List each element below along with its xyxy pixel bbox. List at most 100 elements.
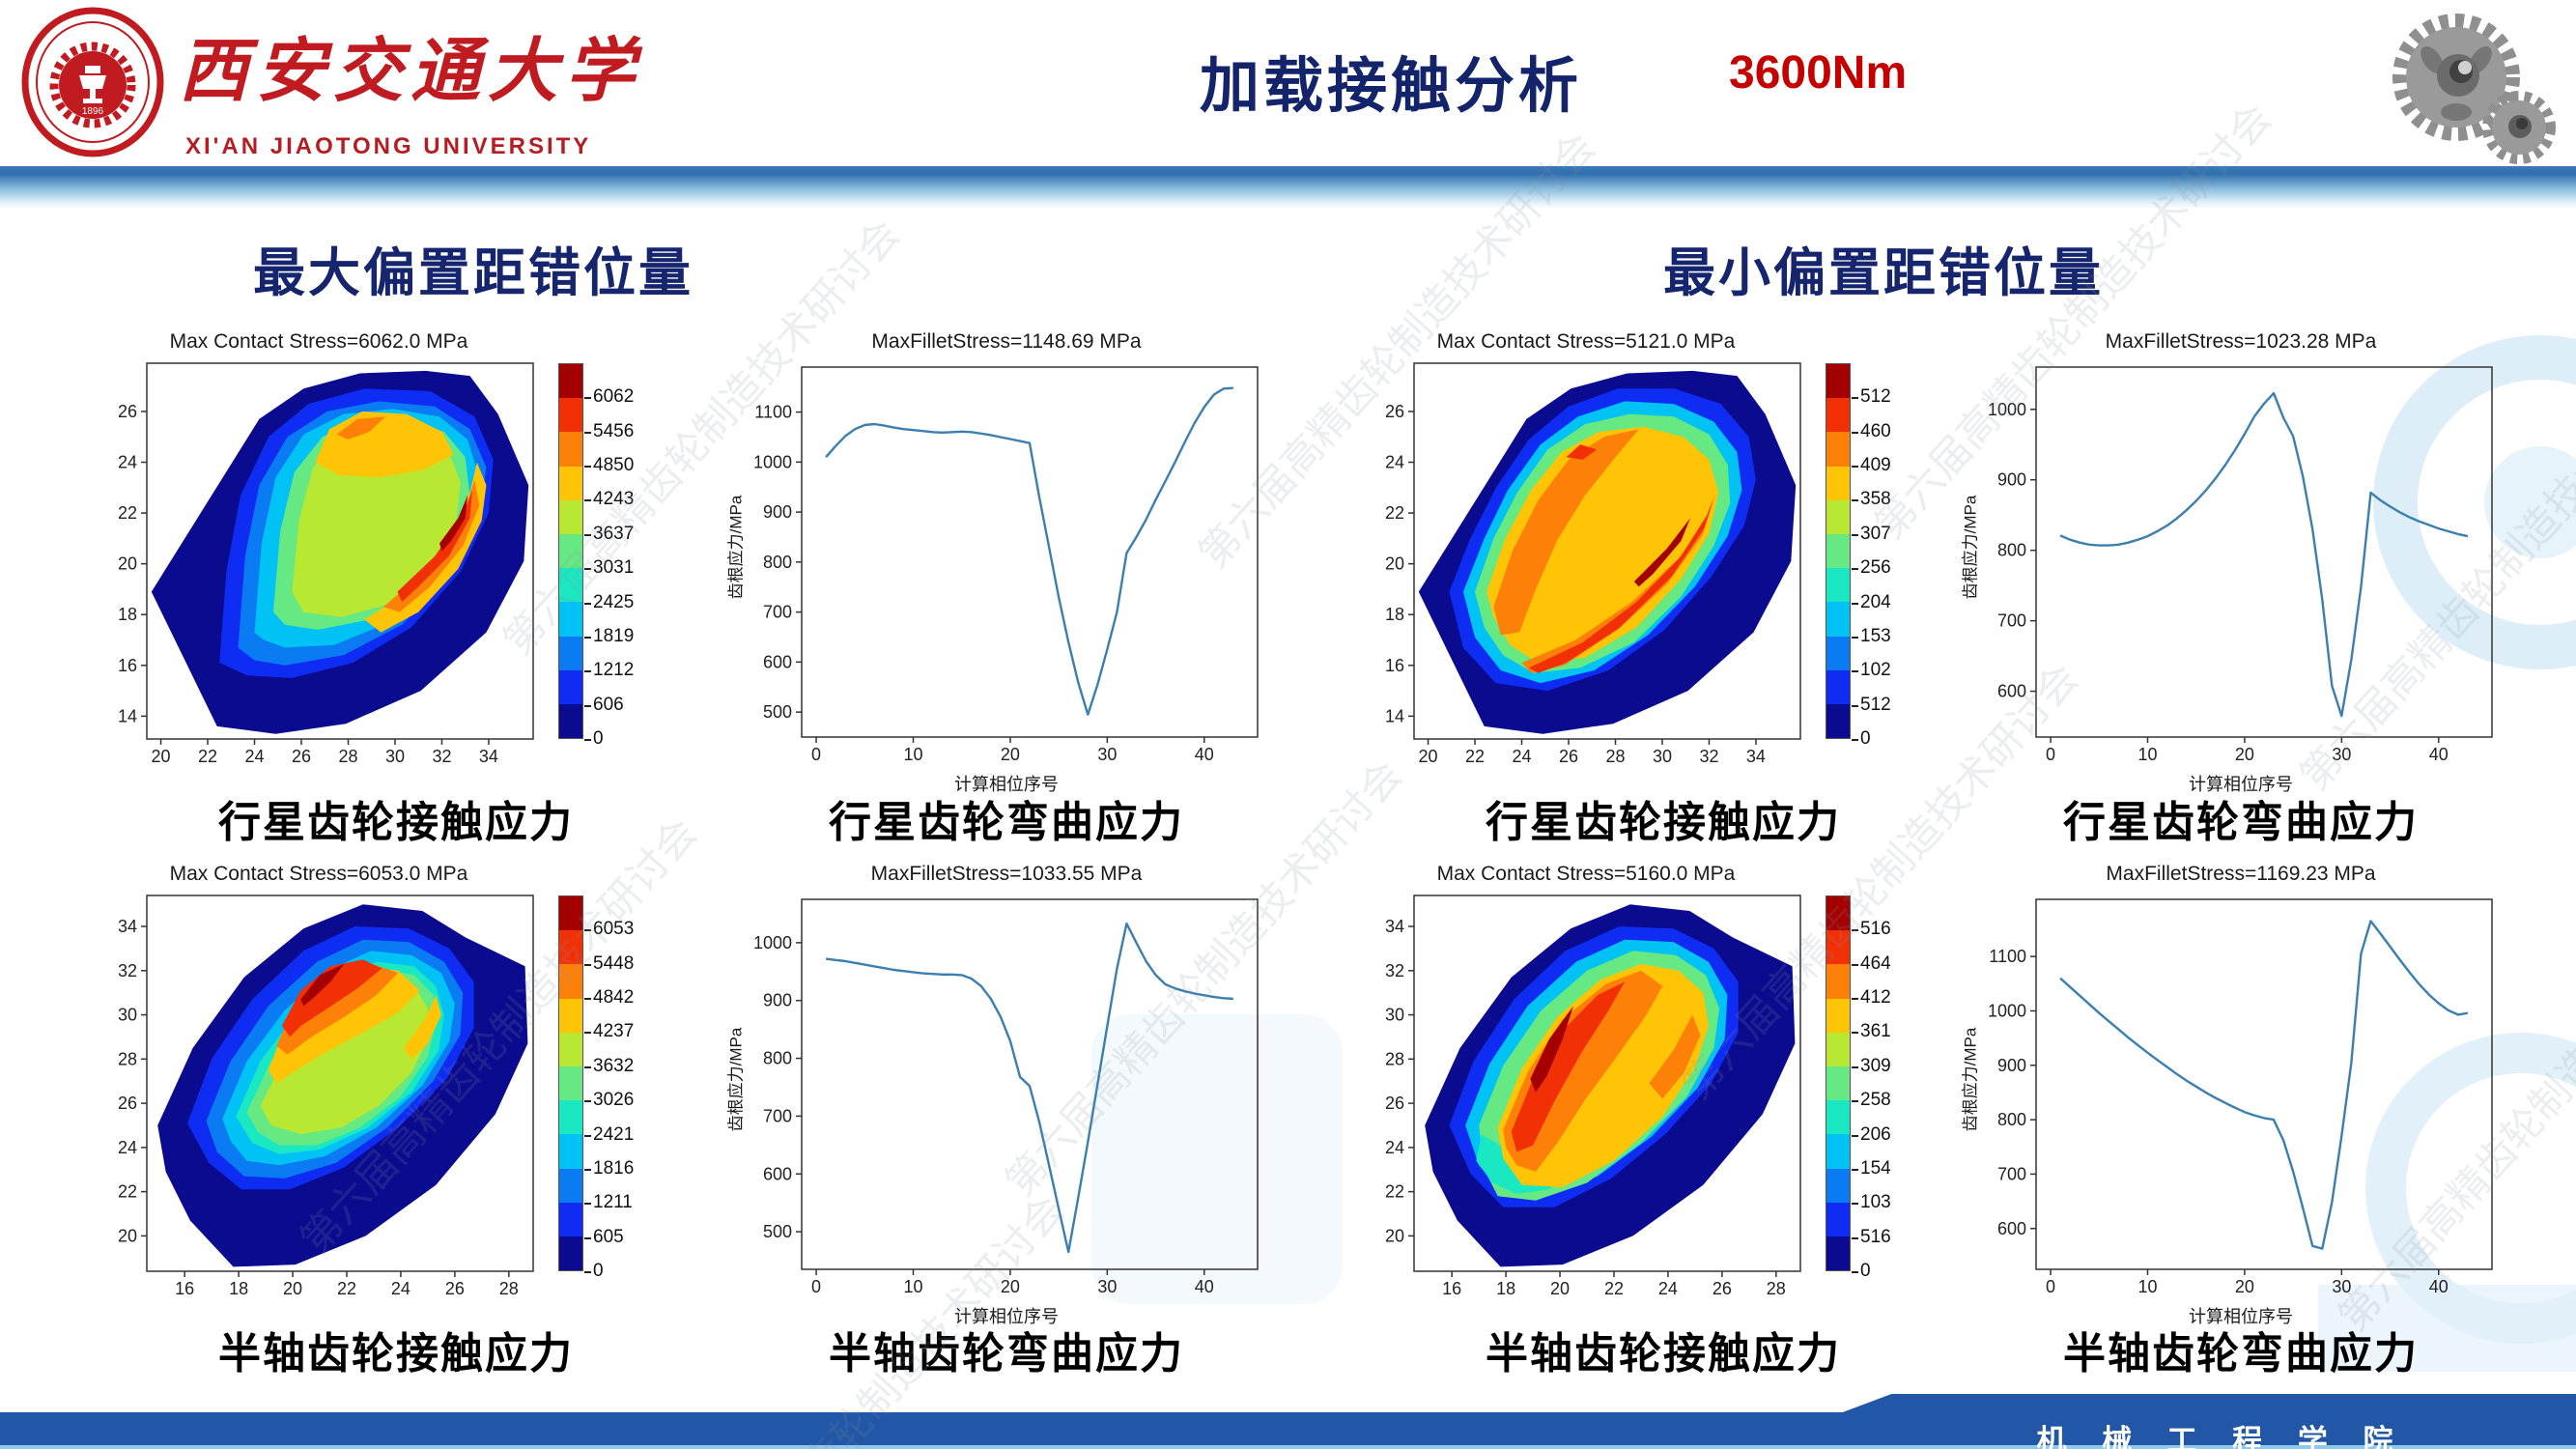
x-tick-label: 24 — [391, 1279, 410, 1298]
x-axis-label: 计算相位序号 — [954, 1307, 1059, 1326]
x-tick-label: 10 — [2137, 1277, 2157, 1296]
x-tick-label: 20 — [1419, 747, 1438, 766]
colorbar-tick-label: 3031 — [583, 557, 635, 579]
colorbar-tick-label: 512 — [1852, 386, 1891, 408]
y-tick-label: 1100 — [1989, 947, 2026, 966]
x-tick-label: 26 — [445, 1279, 465, 1298]
y-tick-label: 700 — [763, 1106, 792, 1125]
colorbar-tick-label: 516 — [1852, 1226, 1891, 1247]
y-axis-label: 齿根应力/MPa — [726, 1027, 746, 1132]
x-tick-label: 32 — [432, 747, 451, 766]
plot-title: Max Contact Stress=5121.0 MPa — [1436, 330, 1736, 353]
plot-title: Max Contact Stress=6053.0 MPa — [169, 863, 468, 885]
colorbar-bands — [1826, 895, 1851, 1271]
contour-region-orange — [336, 416, 386, 440]
y-tick-label: 32 — [1385, 961, 1404, 980]
contour-region-orange — [1649, 1014, 1701, 1099]
contour-region-red — [397, 490, 472, 603]
x-tick-label: 20 — [1550, 1279, 1570, 1298]
axes-frame — [146, 362, 534, 740]
x-tick-label: 34 — [479, 747, 498, 766]
colorbar-tick-label: 0 — [1852, 1261, 1871, 1281]
y-tick-label: 24 — [118, 1138, 137, 1157]
colorbar-tick-label: 606 — [584, 694, 624, 715]
y-tick-label: 20 — [1385, 554, 1404, 574]
contour-chart-side-max: 16 18 20 22 24 26 28 20 22 24 26 28 30 32 34 — [118, 895, 534, 1298]
plot-title: Max Contact Stress=5160.0 MPa — [1436, 863, 1736, 885]
x-tick-label: 24 — [244, 747, 264, 766]
colorbar-tick-label: 6062 — [583, 386, 635, 408]
x-tick-label: 30 — [1097, 745, 1117, 764]
colorbar-tick-label: 1211 — [584, 1192, 633, 1213]
y-tick-label: 600 — [763, 1164, 792, 1183]
y-tick-label: 16 — [1385, 656, 1404, 675]
footer-bottom-strip — [0, 1445, 2576, 1449]
x-tick-label: 22 — [198, 747, 217, 766]
torque-load-label: 3600Nm — [1729, 47, 1908, 99]
axes-frame — [1413, 362, 1801, 740]
colorbar-tick-label: 4237 — [583, 1021, 635, 1042]
y-tick-label: 26 — [1385, 402, 1404, 421]
contour-region-orange — [1493, 429, 1639, 636]
x-tick-label: 30 — [2332, 1277, 2351, 1296]
contour-region-amber — [1486, 426, 1719, 664]
colorbar-tick-label: 1816 — [583, 1157, 635, 1179]
x-tick-label: 18 — [1496, 1279, 1515, 1298]
y-tick-label: 700 — [763, 603, 792, 622]
y-tick-label: 26 — [118, 1094, 137, 1113]
caption-side-fillet-max: 半轴齿轮弯曲应力 — [829, 1330, 1184, 1378]
y-tick-label: 32 — [118, 961, 137, 980]
line-chart-planet-max: 0 10 20 30 40 500 600 700 800 900 1000 1100 — [753, 366, 1259, 764]
y-tick-label: 24 — [118, 453, 137, 472]
contour-chart-planet-max: 20 22 24 26 28 30 32 34 14 16 18 20 22 24 26 — [118, 362, 534, 766]
plot-area — [825, 386, 1233, 716]
colorbar-tick-label: 1819 — [583, 625, 635, 646]
y-tick-label: 14 — [118, 706, 137, 725]
colorbar-tick-label: 605 — [584, 1226, 624, 1247]
x-tick-label: 26 — [292, 747, 311, 766]
x-tick-label: 0 — [811, 1277, 821, 1296]
contour-region-ygreen — [292, 426, 461, 617]
y-tick-label: 22 — [1385, 503, 1404, 523]
x-tick-label: 28 — [338, 747, 357, 766]
x-tick-label: 0 — [811, 745, 821, 764]
colorbar-tick-label: 1212 — [583, 660, 635, 681]
colorbar-tick-label: 103 — [1852, 1192, 1891, 1213]
axes-frame — [801, 898, 1259, 1270]
x-tick-label: 30 — [1653, 747, 1672, 766]
y-tick-label: 18 — [1385, 605, 1404, 624]
plot-title: MaxFilletStress=1169.23 MPa — [2106, 863, 2376, 885]
y-axis-label: 齿根应力/MPa — [1961, 495, 1980, 600]
colorbar-tick-label: 4850 — [583, 455, 635, 476]
contour-region-red — [281, 959, 382, 1037]
y-tick-label: 800 — [763, 553, 792, 572]
colorbar-tick-label: 206 — [1852, 1123, 1891, 1145]
colorbar-tick-label: 2421 — [583, 1123, 635, 1145]
colorbar-tick-label: 460 — [1852, 420, 1891, 441]
colorbar-tick-label: 412 — [1852, 987, 1891, 1009]
colorbar-tick-label: 6053 — [583, 919, 635, 940]
x-tick-label: 34 — [1746, 747, 1766, 766]
y-tick-label: 600 — [1997, 682, 2026, 701]
colorbar-tick-label: 256 — [1852, 557, 1891, 579]
x-tick-label: 16 — [175, 1279, 194, 1298]
line-chart-side-max: 0 10 20 30 40 500 600 700 800 900 1000 — [753, 898, 1259, 1296]
x-tick-label: 40 — [2429, 745, 2449, 764]
colorbar-tick-label: 409 — [1852, 455, 1891, 476]
footer-bar — [0, 1412, 2576, 1449]
x-tick-label: 32 — [1699, 747, 1718, 766]
x-tick-label: 20 — [2235, 745, 2254, 764]
plot-title: MaxFilletStress=1023.28 MPa — [2105, 330, 2377, 353]
x-axis-label: 计算相位序号 — [2189, 775, 2293, 794]
university-seal-logo: 1896 — [21, 7, 164, 157]
colorbar-tick-label: 4243 — [583, 489, 635, 510]
plot-area — [1418, 370, 1797, 734]
colorbar-tick-label: 358 — [1852, 489, 1891, 510]
plot-area — [157, 904, 528, 1267]
x-tick-label: 10 — [903, 1277, 922, 1296]
plot-title: MaxFilletStress=1033.55 MPa — [870, 863, 1143, 885]
y-tick-label: 500 — [763, 702, 792, 722]
y-tick-label: 900 — [763, 502, 792, 522]
y-tick-label: 30 — [1385, 1006, 1404, 1025]
contour-region-amber — [364, 462, 487, 633]
